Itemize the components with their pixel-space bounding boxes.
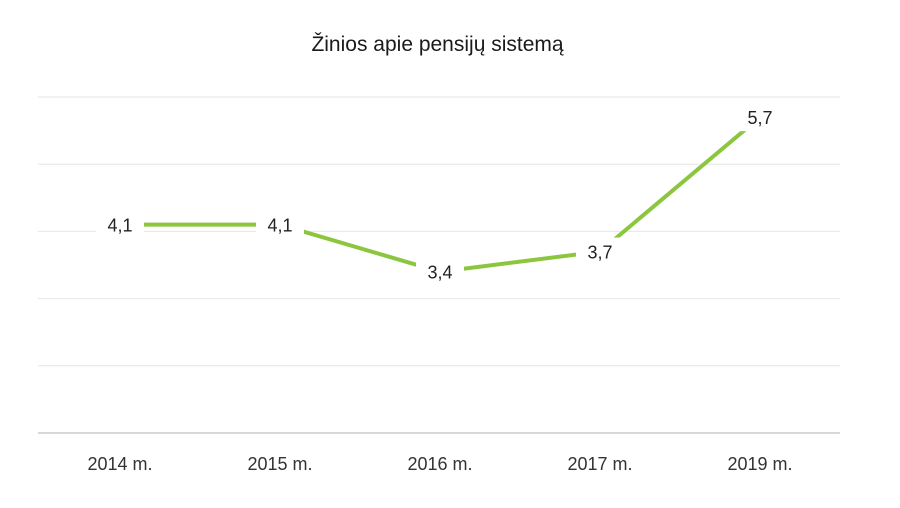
data-point: 4,1 — [96, 210, 144, 239]
data-label-background — [256, 210, 304, 239]
data-label-background — [576, 237, 624, 266]
x-tick-label: 2014 m. — [87, 454, 152, 474]
data-label: 3,4 — [427, 263, 452, 283]
data-point: 4,1 — [256, 210, 304, 239]
data-point: 3,4 — [416, 257, 464, 286]
x-tick-label: 2016 m. — [407, 454, 472, 474]
series-group — [118, 115, 762, 274]
data-label-background — [416, 257, 464, 286]
x-tick-labels: 2014 m. 2015 m. 2016 m. 2017 m. 2019 m. — [87, 454, 792, 474]
x-tick-label: 2019 m. — [727, 454, 792, 474]
x-tick-label: 2017 m. — [567, 454, 632, 474]
data-label: 5,7 — [747, 108, 772, 128]
data-labels: 4,1 4,1 3,4 3,7 5,7 — [96, 103, 784, 286]
data-label: 4,1 — [107, 216, 132, 236]
data-point: 3,7 — [576, 237, 624, 266]
series-line — [118, 115, 762, 274]
data-label-background — [96, 210, 144, 239]
data-label-background — [736, 103, 784, 132]
chart-title: Žinios apie pensijų sistemą — [311, 33, 564, 56]
data-label: 4,1 — [267, 216, 292, 236]
data-point: 5,7 — [736, 103, 784, 132]
x-tick-label: 2015 m. — [247, 454, 312, 474]
data-label: 3,7 — [587, 243, 612, 263]
